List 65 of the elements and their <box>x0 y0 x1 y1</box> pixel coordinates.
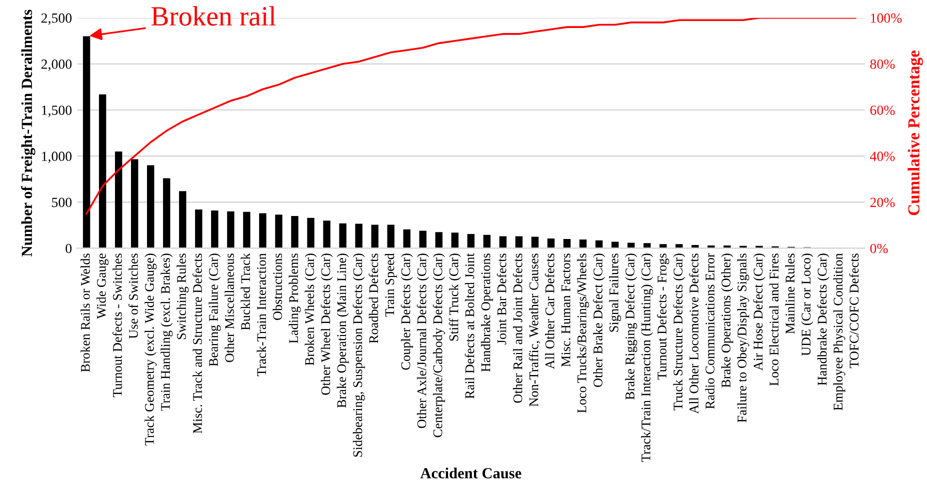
x-tick-label: Sidebearing, Suspension Defects (Car) <box>352 254 365 457</box>
x-tick-label: Broken Rails or Welds <box>80 254 90 372</box>
y-tick-label: 2,500 <box>41 13 72 25</box>
x-tick-label: Buckled Track <box>240 253 250 330</box>
y2-axis-title: Cumulative Percentage <box>908 50 923 216</box>
y-tick-label: 1,000 <box>42 152 72 164</box>
x-tick-label: Wide Gauge <box>96 254 109 319</box>
x-tick-label: Lading Problems <box>288 254 301 344</box>
x-tick-label: Radio Communications Error <box>705 253 714 409</box>
x-tick-label: Handbrake Operations <box>480 254 493 372</box>
annotation: Broken rail <box>151 6 276 26</box>
x-tick-label: TOFC/COFC Defects <box>849 254 859 368</box>
x-tick-label: Bearing Failure (Car) <box>208 254 221 366</box>
y-tick-label: 1,500 <box>42 106 72 117</box>
x-tick-label: Coupler Defects (Car) <box>400 254 413 370</box>
x-tick-label: Other Axle/Journal Defects (Car) <box>416 254 429 428</box>
x-tick-label: Rail Defects at Bolted Joint <box>464 253 474 399</box>
x-tick-label: Non-Traffic, Weather Causes <box>528 254 540 406</box>
x-tick-label: Track-Train Interaction <box>256 253 266 376</box>
x-tick-label: Other Rail and Joint Defects <box>512 254 522 403</box>
y2-tick-label: 20% <box>870 198 895 208</box>
x-tick-label: Misc. Track and Structure Defects <box>192 254 202 434</box>
x-axis-title: Accident Cause <box>420 468 522 478</box>
x-tick-label: Air Hose Defect (Car) <box>753 254 766 371</box>
y-axis-title: Number of Freight-Train Derailments <box>21 10 36 256</box>
x-tick-label: All Other Locomotive Defects <box>689 254 698 414</box>
x-tick-label: Loco Trucks/Bearings/Wheels <box>577 254 590 413</box>
x-tick-label: Truck Structure Defects (Car) <box>673 254 686 410</box>
x-tick-label: Failure to Obey/Display Signals <box>737 254 750 422</box>
x-tick-label: Track Geometry (excl. Wide Gauge) <box>144 254 157 446</box>
x-tick-label: Joint Bar Defects <box>496 254 506 344</box>
y2-tick-label: 60% <box>870 106 895 115</box>
x-tick-label: All Other Car Defects <box>544 254 554 370</box>
y2-tick-label: 40% <box>870 152 895 162</box>
x-tick-label: Mainline Rules <box>785 254 795 334</box>
x-tick-label: Train Speed <box>384 253 397 317</box>
x-tick-label: Other Brake Defect (Car) <box>592 254 606 387</box>
x-tick-label: Obstructions <box>272 254 282 320</box>
y-tick-label: 500 <box>52 198 72 208</box>
x-tick-label: Roadbed Defects <box>368 254 378 344</box>
x-tick-label: Employee Physical Condition <box>833 253 846 410</box>
x-tick-label: Brake Operations (Other) <box>721 254 734 388</box>
y2-tick-label: 0% <box>870 244 888 254</box>
x-tick-label: Stiff Truck (Car) <box>448 254 461 341</box>
y-tick-label: 2,000 <box>41 59 72 71</box>
x-tick-label: Broken Wheels (Car) <box>304 254 317 366</box>
y-tick-label: 0 <box>66 244 72 254</box>
x-tick-label: Centerplate/Carbody Defects (Car) <box>432 254 445 438</box>
x-tick-label: Other Miscellaneous <box>224 254 234 362</box>
y2-tick-label: 100% <box>870 13 902 23</box>
x-tick-label: UDE (Car or Loco) <box>801 254 814 356</box>
x-tick-label: Track/Train Interaction (Hunting) (Car) <box>641 254 654 462</box>
x-tick-label: Brake Rigging Defect (Car) <box>625 254 638 400</box>
x-tick-label: Turnout Defects - Frogs <box>657 254 670 380</box>
x-tick-label: Handbrake Defects (Car) <box>817 254 830 386</box>
x-tick-label: Loco Electrical and Fires <box>769 254 779 386</box>
y2-tick-label: 80% <box>870 59 895 69</box>
x-tick-label: Use of Switches <box>128 254 138 339</box>
x-tick-label: Train Handling (excl. Brakes) <box>160 254 173 411</box>
x-tick-label: Brake Operation (Main Line) <box>336 254 349 408</box>
x-tick-label: Turnout Defects - Switches <box>112 254 122 398</box>
x-tick-label: Signal Failures <box>609 254 622 332</box>
x-tick-label: Other Wheel Defects (Car) <box>320 254 333 395</box>
x-tick-label: Misc. Human Factors <box>561 254 570 367</box>
x-tick-label: Switching Rules <box>176 254 189 340</box>
